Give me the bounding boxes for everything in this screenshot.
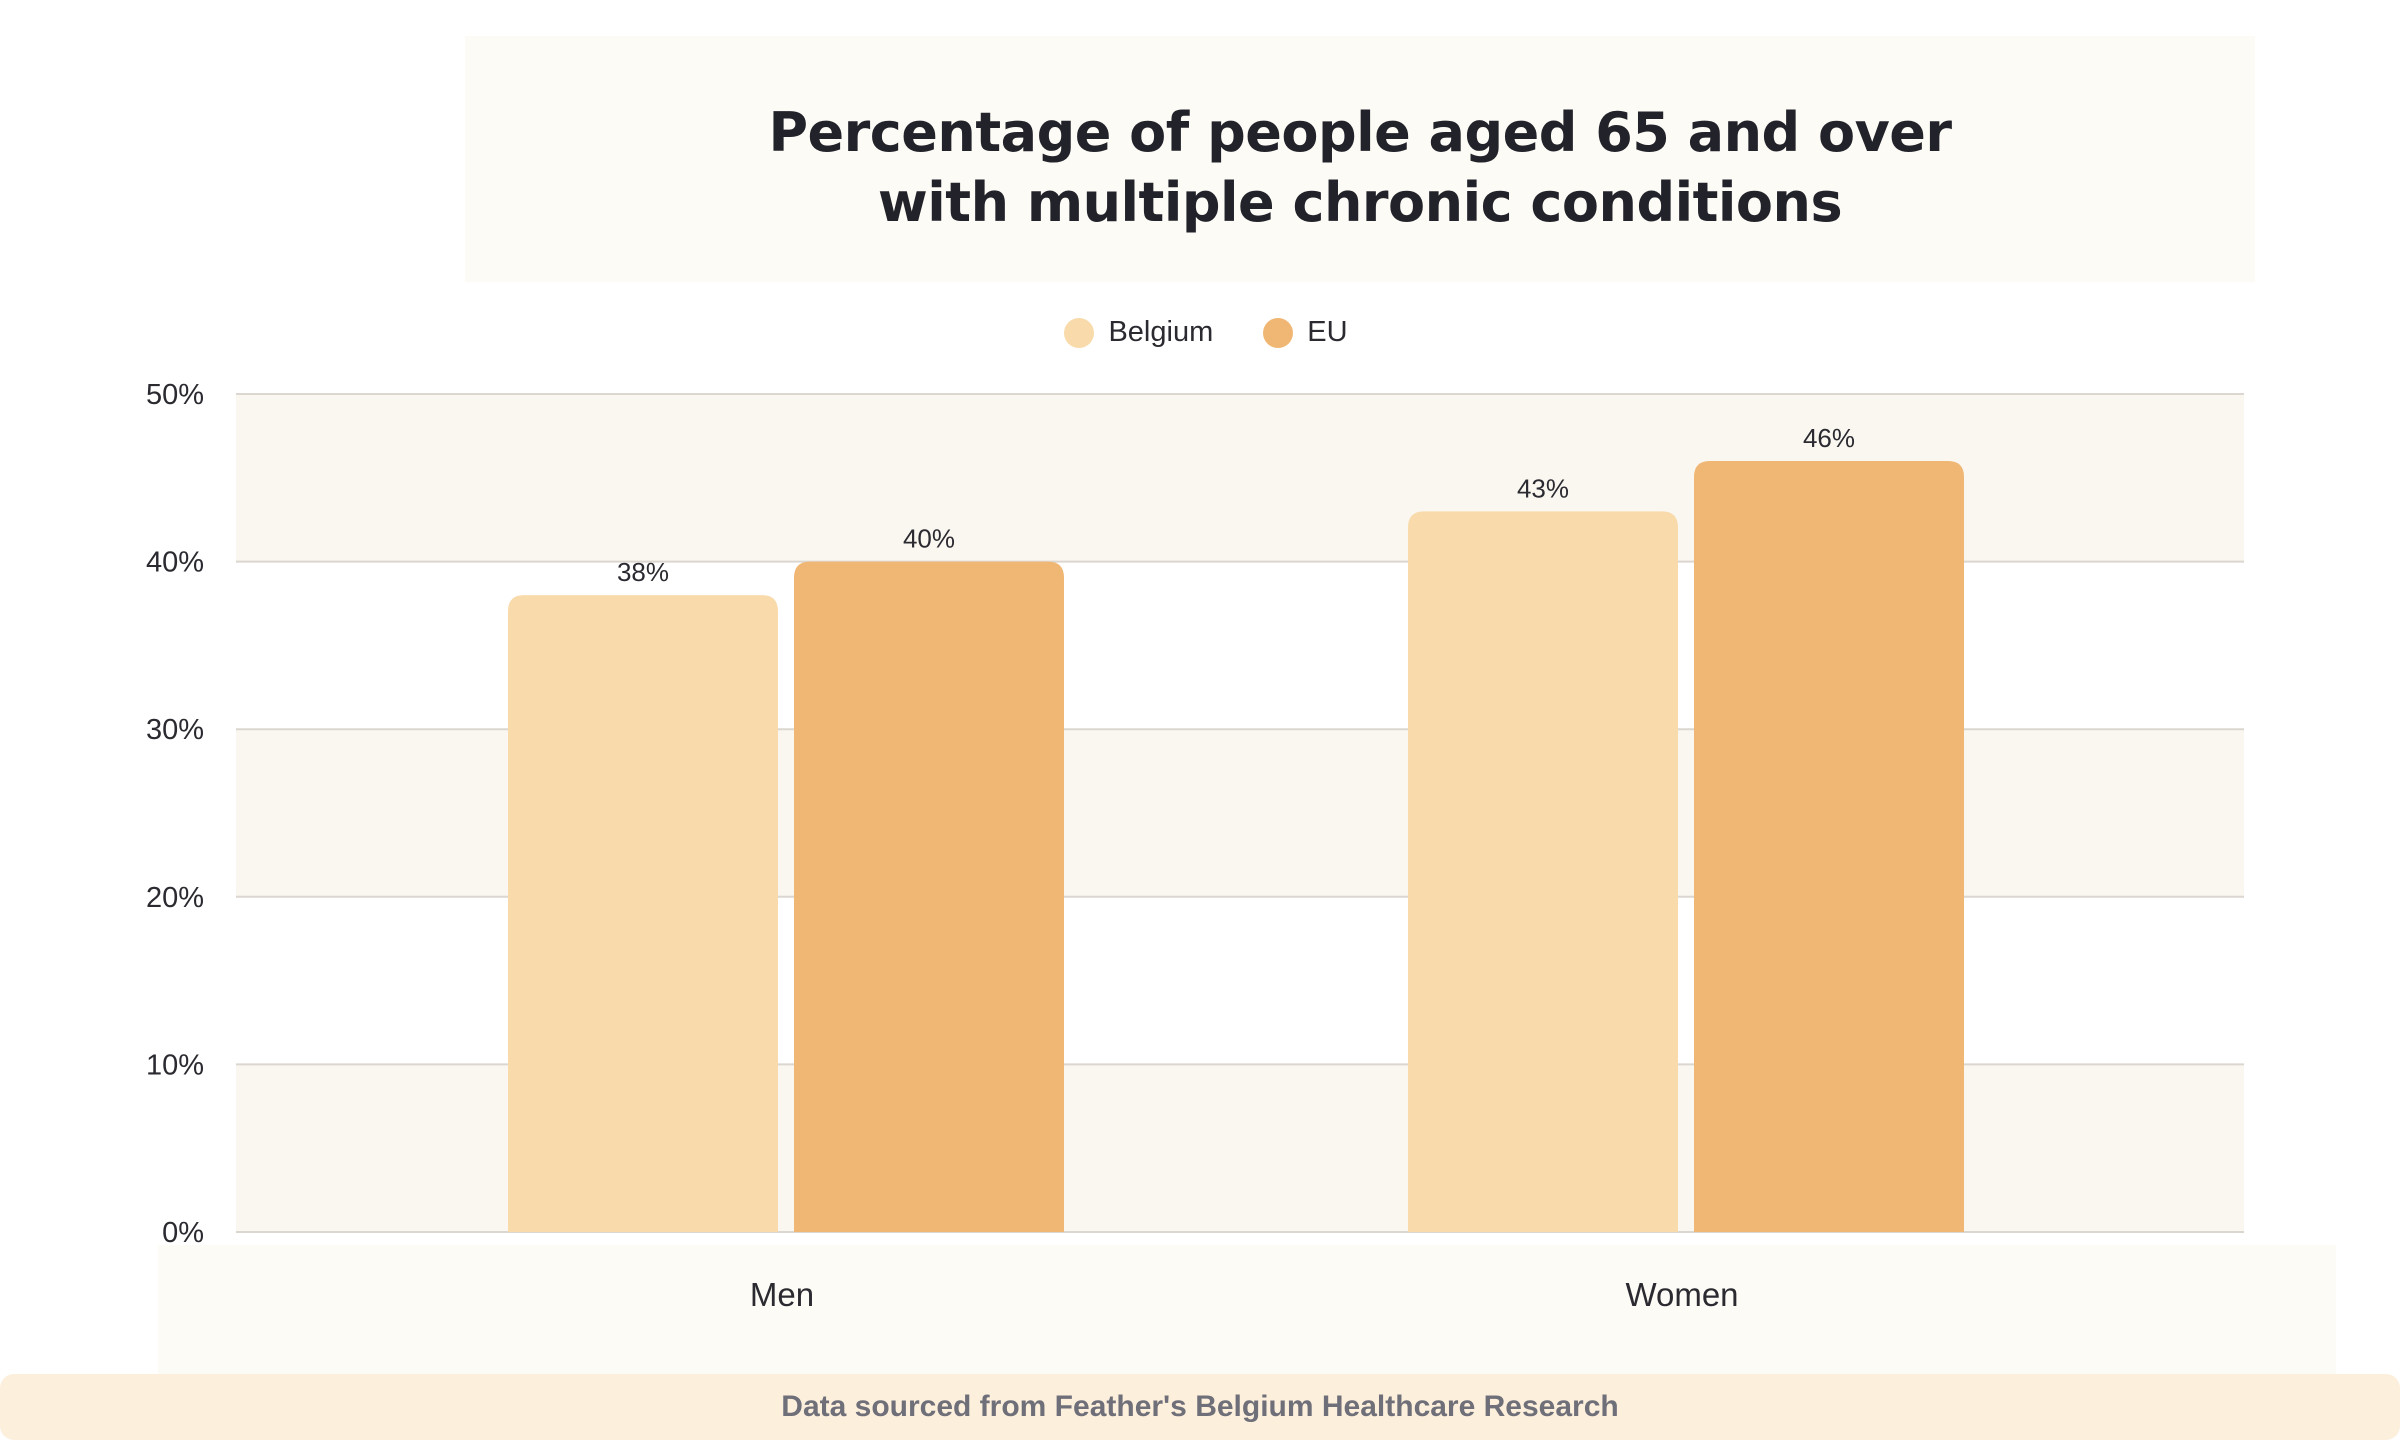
bar-belgium-women xyxy=(1408,511,1678,1232)
footer: Data sourced from Feather's Belgium Heal… xyxy=(0,1374,2400,1440)
chart-title: Percentage of people aged 65 and over wi… xyxy=(465,98,2255,238)
title-panel: Percentage of people aged 65 and over wi… xyxy=(465,36,2255,282)
legend-label-eu: EU xyxy=(1307,316,1348,348)
category-axis-panel xyxy=(158,1245,2336,1375)
bar-eu-women xyxy=(1694,461,1964,1232)
y-tick-label: 40% xyxy=(146,547,204,579)
legend-label-belgium: Belgium xyxy=(1108,316,1214,348)
chart-title-line-2: with multiple chronic conditions xyxy=(877,171,1843,234)
legend-swatch-belgium xyxy=(1064,317,1095,348)
legend-item-eu: EU xyxy=(1263,316,1348,349)
legend-swatch-eu xyxy=(1263,317,1294,348)
data-label: 46% xyxy=(1803,423,1855,453)
x-category-label: Men xyxy=(750,1276,814,1313)
y-tick-label: 10% xyxy=(146,1049,204,1081)
y-tick-label: 30% xyxy=(146,714,204,746)
data-label: 38% xyxy=(617,557,669,587)
bar-belgium-men xyxy=(508,595,778,1232)
chart-title-line-1: Percentage of people aged 65 and over xyxy=(768,101,1952,164)
data-label: 43% xyxy=(1517,473,1569,503)
y-tick-label: 50% xyxy=(146,379,204,411)
footer-source-text: Data sourced from Feather's Belgium Heal… xyxy=(781,1390,1619,1423)
bar-eu-men xyxy=(794,561,1064,1232)
data-label: 40% xyxy=(903,524,955,554)
x-category-label: Women xyxy=(1625,1276,1738,1313)
legend-item-belgium: Belgium xyxy=(1064,316,1213,349)
y-tick-label: 0% xyxy=(162,1217,204,1249)
legend: Belgium EU xyxy=(0,316,2400,349)
y-tick-label: 20% xyxy=(146,882,204,914)
